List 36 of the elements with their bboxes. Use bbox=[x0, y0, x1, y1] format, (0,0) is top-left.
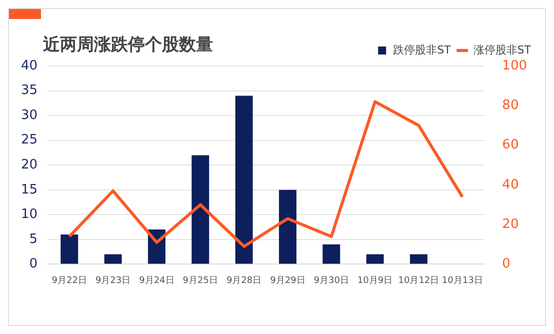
chart-title: 近两周涨跌停个股数量 bbox=[43, 34, 213, 56]
bar bbox=[322, 244, 340, 264]
x-tick-label: 10月12日 bbox=[398, 276, 440, 286]
x-tick-label: 10月9日 bbox=[357, 276, 393, 286]
y2-tick-label: 0 bbox=[502, 256, 510, 272]
x-tick-label: 9月29日 bbox=[270, 276, 306, 286]
y-tick-label: 25 bbox=[20, 132, 38, 148]
y-tick-label: 0 bbox=[29, 256, 38, 272]
bar bbox=[60, 234, 78, 264]
x-tick-label: 9月28日 bbox=[226, 276, 262, 286]
bar bbox=[104, 254, 122, 264]
y2-tick-label: 80 bbox=[502, 98, 519, 114]
y-tick-label: 5 bbox=[29, 232, 38, 247]
y-tick-label: 30 bbox=[20, 108, 38, 123]
y-tick-label: 10 bbox=[20, 207, 38, 222]
x-tick-label: 9月30日 bbox=[314, 276, 349, 286]
y2-tick-label: 100 bbox=[502, 58, 528, 74]
y-tick-label: 15 bbox=[20, 182, 38, 198]
legend-label: 涨停股非ST bbox=[473, 43, 532, 56]
x-tick-label: 9月23日 bbox=[95, 276, 131, 286]
y2-tick-label: 40 bbox=[502, 177, 519, 192]
bar bbox=[410, 254, 428, 264]
y2-tick-label: 20 bbox=[502, 216, 519, 232]
y-tick-label: 40 bbox=[20, 58, 38, 74]
legend-label: 跌停股非ST bbox=[393, 43, 452, 56]
y-tick-label: 20 bbox=[20, 157, 38, 172]
x-tick-label: 9月25日 bbox=[182, 276, 218, 286]
y-tick-label: 35 bbox=[20, 83, 38, 98]
bar bbox=[235, 96, 253, 264]
y2-tick-label: 60 bbox=[502, 138, 519, 153]
bar bbox=[192, 155, 210, 264]
bar bbox=[278, 190, 296, 264]
x-tick-label: 10月13日 bbox=[442, 276, 483, 286]
x-tick-label: 9月24日 bbox=[139, 276, 174, 286]
bar bbox=[366, 254, 384, 264]
x-tick-label: 9月22日 bbox=[52, 276, 87, 286]
